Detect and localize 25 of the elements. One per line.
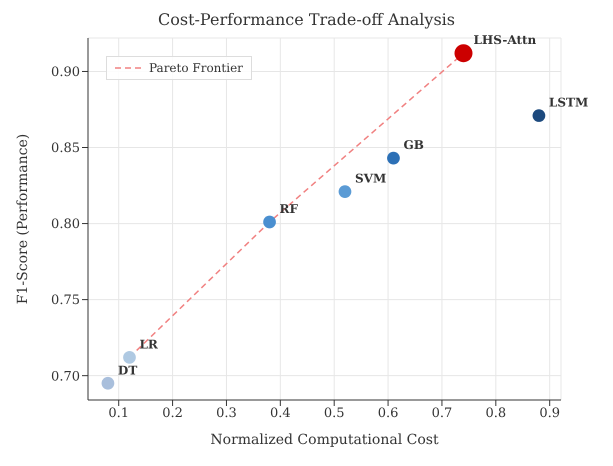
y-tick-label: 0.85 <box>51 141 80 156</box>
annotation: DT <box>118 363 138 378</box>
y-tick-label: 0.90 <box>51 65 80 80</box>
annotation: SVM <box>354 172 386 186</box>
x-tick-label: 0.8 <box>485 406 506 422</box>
x-tick-label: 0.1 <box>108 406 130 422</box>
y-tick-label: 0.75 <box>51 293 80 308</box>
x-tick-label: 0.4 <box>270 406 291 422</box>
x-axis-title: Normalized Computational Cost <box>210 432 439 448</box>
legend-label: Pareto Frontier <box>149 61 243 75</box>
x-tick-label: 0.7 <box>432 406 452 422</box>
x-tick-label: 0.2 <box>162 406 183 422</box>
annotation: LR <box>139 337 159 352</box>
chart-title: Cost-Performance Trade-off Analysis <box>157 9 456 31</box>
x-tick-label: 0.9 <box>539 406 560 422</box>
y-tick-label: 0.80 <box>51 217 80 232</box>
x-tick-label: 0.5 <box>324 406 345 422</box>
x-tick-label: 0.6 <box>378 406 398 422</box>
annotation: LHS-Attn <box>473 33 537 48</box>
annotation: RF <box>280 202 299 216</box>
y-tick-label: 0.70 <box>51 369 80 384</box>
annotation: GB <box>403 138 424 152</box>
y-axis-title: F1-Score (Performance) <box>14 134 31 304</box>
annotation: LSTM <box>548 96 588 110</box>
x-tick-label: 0.3 <box>216 406 237 422</box>
